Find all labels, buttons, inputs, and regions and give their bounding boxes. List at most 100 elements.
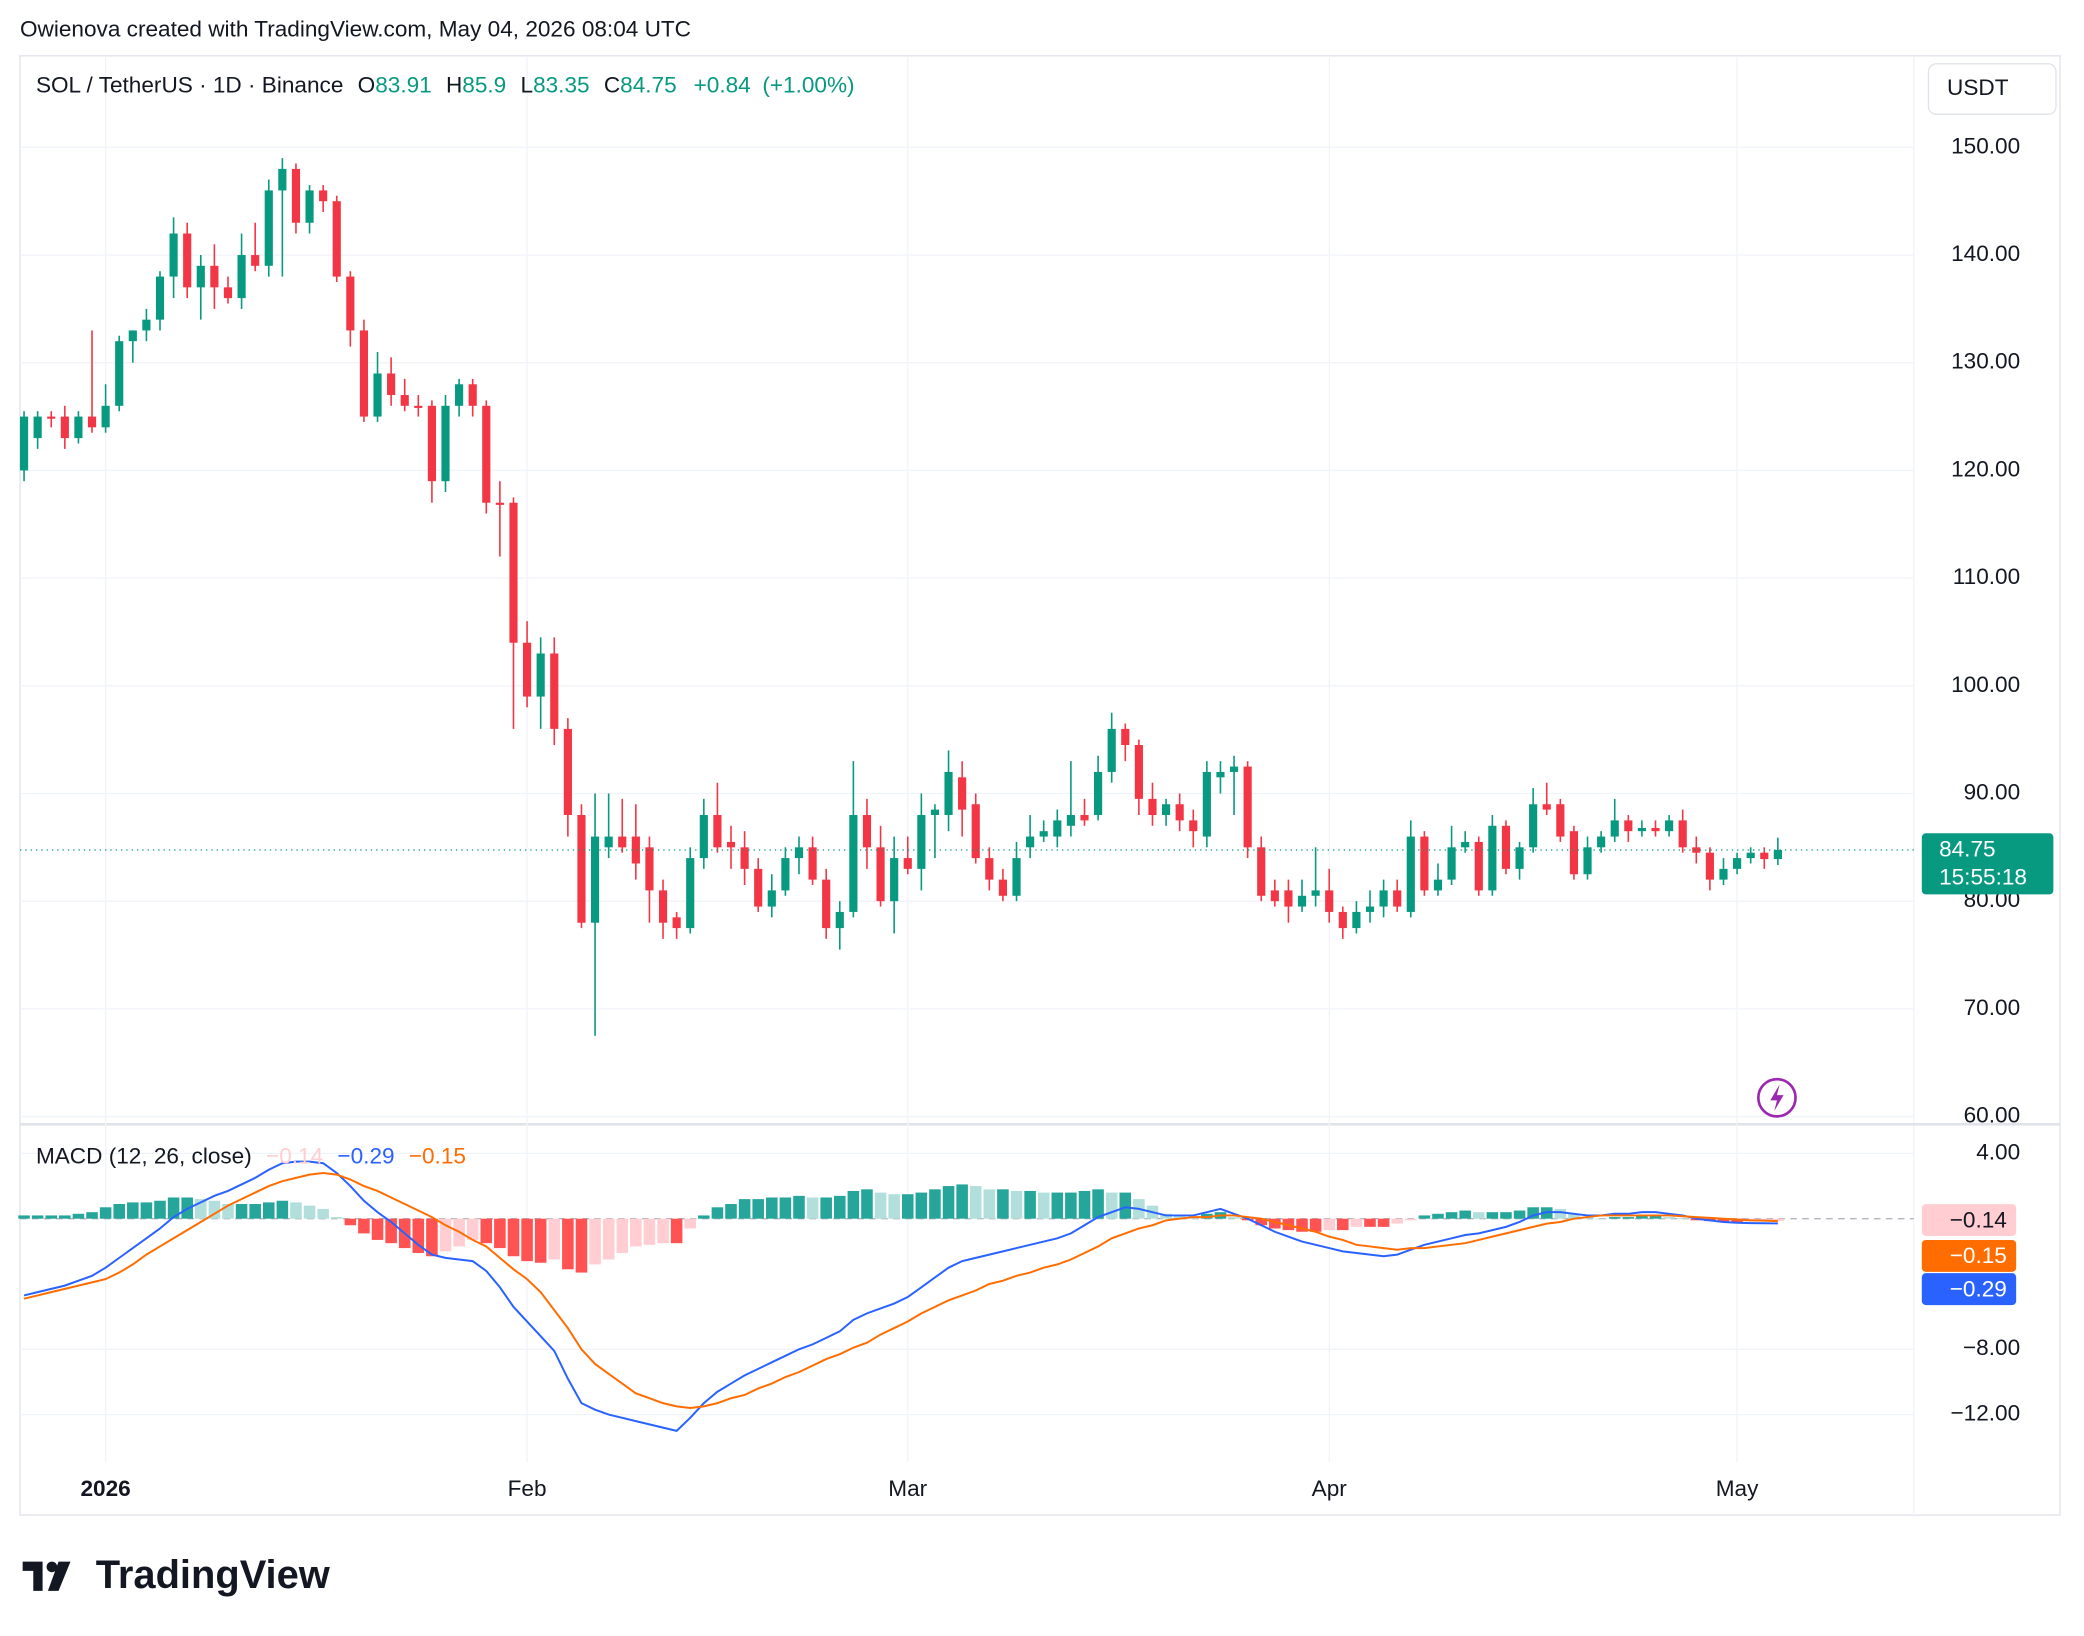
histogram-bar: [901, 1194, 914, 1219]
candle-body: [1202, 771, 1211, 837]
chart-frame: [19, 55, 2061, 1516]
histogram-bar: [1595, 1218, 1607, 1220]
histogram-bar: [1296, 1218, 1308, 1232]
macd-line: [23, 1160, 1778, 1432]
histogram-bar: [1568, 1213, 1580, 1219]
histogram-bar: [521, 1218, 533, 1262]
y-tick-label: 120.00: [1951, 456, 2020, 481]
y-tick-label: 70.00: [1964, 995, 2021, 1020]
symbol-title: SOL / TetherUS · 1D · Binance: [36, 72, 343, 97]
histogram-bar: [711, 1207, 724, 1219]
candle-body: [536, 653, 545, 697]
candle-body: [876, 847, 885, 902]
ohlc-label: O: [358, 72, 376, 97]
x-tick-label: Feb: [508, 1476, 547, 1501]
brand: TradingView: [96, 1553, 331, 1597]
candle-body: [1569, 831, 1579, 875]
candle-body: [1325, 890, 1334, 912]
candle-body: [903, 858, 912, 869]
candle-body: [1624, 820, 1633, 832]
candle-body: [550, 653, 559, 729]
histogram-bar: [1391, 1218, 1403, 1224]
candle-body: [1229, 766, 1239, 772]
histogram-bar: [1649, 1215, 1662, 1219]
candle-body: [1760, 852, 1769, 860]
candle-body: [142, 319, 151, 331]
histogram-bar: [344, 1218, 357, 1226]
hist-tag-label: −0.14: [1950, 1207, 2007, 1232]
histogram-bar: [262, 1202, 275, 1219]
candle-body: [672, 917, 681, 929]
candle-body: [196, 265, 205, 288]
signal-tag: [1921, 1239, 2017, 1272]
candle-body: [1107, 728, 1116, 772]
histogram-bar: [1010, 1190, 1023, 1219]
histogram-bar: [1228, 1217, 1240, 1219]
candle-body: [1080, 815, 1089, 821]
candle-body: [645, 847, 654, 891]
candle-body: [1501, 825, 1511, 869]
y-tick-label: 110.00: [1953, 564, 2020, 589]
macd-tag: [1921, 1273, 2017, 1306]
histogram-bar: [140, 1202, 153, 1219]
candle-body: [1352, 911, 1361, 929]
lightning-icon[interactable]: [1757, 1077, 1797, 1118]
candle-body: [155, 276, 165, 320]
y-tick-label: 150.00: [1951, 133, 2020, 158]
histogram-bar: [1364, 1218, 1376, 1227]
histogram-bar: [942, 1186, 955, 1219]
histogram-bar: [466, 1218, 479, 1240]
candle-body: [1270, 890, 1279, 902]
histogram-bar: [127, 1202, 139, 1219]
candle-body: [822, 879, 831, 929]
histogram-bar: [1676, 1217, 1689, 1219]
candle-body: [781, 858, 790, 891]
candle-body: [264, 190, 273, 266]
histogram-bar: [738, 1199, 751, 1219]
candle-body: [1284, 890, 1293, 907]
y-tick-label: 60.00: [1964, 1103, 2021, 1128]
histogram-bar: [59, 1215, 71, 1219]
histogram-bar: [1500, 1212, 1512, 1219]
candle-body: [754, 868, 763, 907]
candle-body: [101, 405, 110, 428]
candle-body: [1610, 820, 1619, 837]
legend-value: −0.14: [266, 1144, 323, 1169]
histogram-bar: [1527, 1207, 1539, 1219]
histogram-bar: [317, 1208, 329, 1219]
candle-body: [699, 815, 708, 859]
histogram-bar: [303, 1205, 316, 1219]
candle-body: [604, 836, 613, 848]
histogram-bar: [956, 1184, 968, 1219]
candle-body: [971, 804, 980, 859]
histogram-bar: [99, 1207, 112, 1219]
ohlc-value: 84.75: [620, 72, 677, 97]
histogram-bar: [330, 1217, 343, 1219]
candle-body: [1733, 858, 1742, 869]
histogram-bar: [534, 1218, 547, 1263]
labels: 150.00 140.00 130.00 120.00 110.00 100.00 90.0…: [81, 133, 2021, 1500]
ohlc-label: C: [604, 72, 620, 97]
histogram-bar: [1078, 1190, 1091, 1219]
candle-body: [1705, 852, 1714, 880]
candle-body: [1474, 841, 1483, 891]
histogram-bar: [426, 1218, 438, 1257]
histogram-bar: [1377, 1218, 1390, 1227]
candle-body: [998, 879, 1008, 896]
candle-body: [87, 416, 97, 428]
histogram-bar: [1065, 1192, 1077, 1219]
currency[interactable]: USDT: [1947, 75, 2009, 100]
candle-body: [862, 815, 872, 848]
legend-value: −0.29: [337, 1144, 394, 1169]
candle-body: [1121, 728, 1130, 746]
histogram-bar: [195, 1199, 207, 1219]
histogram-bar: [276, 1200, 289, 1219]
ohlc-label: H: [446, 72, 462, 97]
candle-body: [400, 395, 409, 406]
histogram-bar: [861, 1189, 873, 1219]
histogram-bar: [1459, 1210, 1471, 1219]
currency-button[interactable]: [1927, 63, 2057, 115]
candle-body: [1012, 858, 1021, 896]
candle-body: [1447, 847, 1456, 880]
histogram-bar: [412, 1218, 425, 1253]
